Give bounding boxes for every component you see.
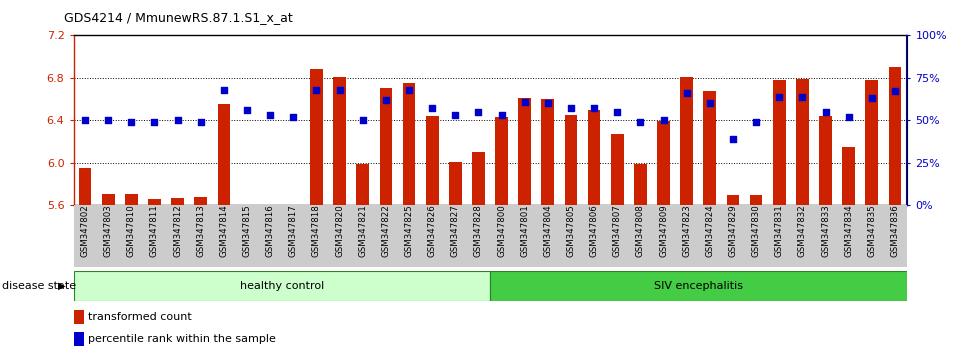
Bar bbox=[194, 197, 207, 205]
Bar bbox=[74, 310, 84, 324]
Point bbox=[355, 118, 370, 123]
Point bbox=[147, 119, 163, 125]
Bar bbox=[819, 116, 832, 205]
Bar bbox=[611, 134, 623, 205]
Bar bbox=[218, 104, 230, 205]
Point bbox=[263, 113, 278, 118]
Point bbox=[239, 107, 255, 113]
Text: GDS4214 / MmunewRS.87.1.S1_x_at: GDS4214 / MmunewRS.87.1.S1_x_at bbox=[64, 11, 292, 24]
Bar bbox=[333, 77, 346, 205]
Bar bbox=[264, 205, 276, 207]
Point bbox=[170, 118, 185, 123]
Text: ▶: ▶ bbox=[58, 281, 66, 291]
FancyBboxPatch shape bbox=[74, 271, 490, 301]
Bar bbox=[842, 147, 855, 205]
Bar bbox=[680, 77, 693, 205]
Point bbox=[864, 96, 880, 101]
Bar bbox=[750, 195, 762, 205]
Point bbox=[749, 119, 764, 125]
Point bbox=[887, 88, 903, 94]
Bar bbox=[102, 194, 115, 205]
Point bbox=[332, 87, 348, 93]
Bar bbox=[287, 205, 300, 210]
Point bbox=[448, 113, 464, 118]
Point bbox=[679, 90, 695, 96]
Bar bbox=[357, 164, 369, 205]
Point bbox=[564, 105, 579, 111]
Bar bbox=[449, 162, 462, 205]
Bar bbox=[542, 99, 555, 205]
Bar bbox=[241, 205, 254, 209]
Point bbox=[100, 118, 116, 123]
Text: disease state: disease state bbox=[2, 281, 76, 291]
Bar bbox=[495, 117, 508, 205]
Point bbox=[610, 109, 625, 115]
Point bbox=[516, 99, 532, 104]
Point bbox=[586, 105, 602, 111]
Bar bbox=[773, 80, 786, 205]
Text: transformed count: transformed count bbox=[88, 312, 192, 322]
Bar bbox=[472, 152, 485, 205]
Point bbox=[401, 87, 416, 93]
Point bbox=[795, 94, 810, 99]
Bar bbox=[172, 198, 184, 205]
FancyBboxPatch shape bbox=[490, 271, 906, 301]
Text: SIV encephalitis: SIV encephalitis bbox=[654, 281, 743, 291]
Bar bbox=[796, 79, 808, 205]
Point bbox=[378, 97, 394, 103]
Point bbox=[841, 114, 857, 120]
Point bbox=[285, 114, 301, 120]
Point bbox=[77, 118, 93, 123]
Bar bbox=[889, 67, 902, 205]
Point bbox=[494, 113, 510, 118]
Point bbox=[632, 119, 648, 125]
Bar bbox=[403, 83, 416, 205]
Bar bbox=[588, 110, 601, 205]
Bar bbox=[634, 164, 647, 205]
Point bbox=[193, 119, 209, 125]
Point bbox=[123, 119, 139, 125]
Point bbox=[771, 94, 787, 99]
Point bbox=[540, 101, 556, 106]
Bar bbox=[125, 194, 138, 205]
Bar bbox=[74, 332, 84, 346]
Text: percentile rank within the sample: percentile rank within the sample bbox=[88, 334, 276, 344]
Point bbox=[725, 136, 741, 142]
Text: healthy control: healthy control bbox=[240, 281, 323, 291]
Point bbox=[817, 109, 833, 115]
Bar bbox=[865, 80, 878, 205]
Bar bbox=[726, 195, 739, 205]
Bar bbox=[425, 116, 438, 205]
Point bbox=[656, 118, 671, 123]
Point bbox=[216, 87, 231, 93]
Bar bbox=[78, 168, 91, 205]
Bar bbox=[518, 98, 531, 205]
Point bbox=[702, 101, 717, 106]
Bar bbox=[658, 121, 670, 205]
Point bbox=[424, 105, 440, 111]
Bar bbox=[379, 88, 392, 205]
Bar bbox=[564, 115, 577, 205]
Point bbox=[309, 87, 324, 93]
Bar bbox=[148, 199, 161, 205]
Bar bbox=[310, 69, 322, 205]
Bar bbox=[704, 91, 716, 205]
Point bbox=[470, 109, 486, 115]
